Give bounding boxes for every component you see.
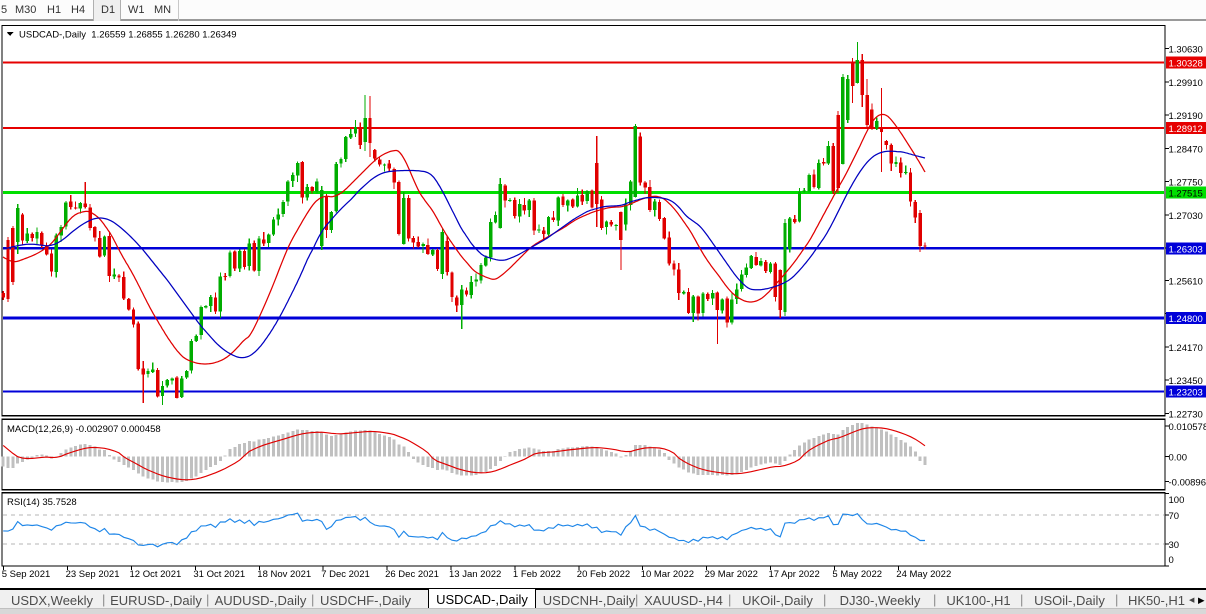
svg-text:12 Oct 2021: 12 Oct 2021: [130, 569, 182, 580]
svg-text:13 Jan 2022: 13 Jan 2022: [449, 569, 501, 580]
svg-text:17 Apr 2022: 17 Apr 2022: [769, 569, 820, 580]
svg-text:1.28912: 1.28912: [1169, 124, 1203, 135]
svg-text:5 May 2022: 5 May 2022: [832, 569, 882, 580]
svg-text:1.24170: 1.24170: [1169, 343, 1203, 354]
svg-text:1.27750: 1.27750: [1169, 178, 1203, 189]
svg-text:1.28470: 1.28470: [1169, 144, 1203, 155]
svg-text:30: 30: [1169, 540, 1180, 551]
svg-text:0.00: 0.00: [1169, 452, 1188, 463]
svg-text:18 Nov 2021: 18 Nov 2021: [257, 569, 311, 580]
svg-text:24 May 2022: 24 May 2022: [896, 569, 951, 580]
svg-text:0: 0: [1169, 555, 1174, 566]
svg-text:20 Feb 2022: 20 Feb 2022: [577, 569, 630, 580]
svg-text:1.27030: 1.27030: [1169, 211, 1203, 222]
svg-text:1.25610: 1.25610: [1169, 276, 1203, 287]
svg-text:1.27515: 1.27515: [1169, 188, 1203, 199]
svg-text:31 Oct 2021: 31 Oct 2021: [193, 569, 245, 580]
svg-text:26 Dec 2021: 26 Dec 2021: [385, 569, 439, 580]
svg-text:RSI(14) 35.7528: RSI(14) 35.7528: [7, 497, 77, 508]
svg-text:29 Mar 2022: 29 Mar 2022: [705, 569, 758, 580]
svg-text:70: 70: [1169, 511, 1180, 522]
svg-text:-0.00896: -0.00896: [1169, 478, 1206, 489]
svg-text:1.26303: 1.26303: [1169, 244, 1203, 255]
svg-text:0.010578: 0.010578: [1169, 422, 1206, 433]
svg-text:MACD(12,26,9) -0.002907 0.0004: MACD(12,26,9) -0.002907 0.000458: [7, 424, 161, 435]
svg-text:1.22730: 1.22730: [1169, 409, 1203, 420]
svg-text:10 Mar 2022: 10 Mar 2022: [641, 569, 694, 580]
svg-text:1.23203: 1.23203: [1169, 388, 1203, 399]
svg-text:1.30630: 1.30630: [1169, 45, 1203, 56]
svg-text:7 Dec 2021: 7 Dec 2021: [321, 569, 370, 580]
svg-text:1 Feb 2022: 1 Feb 2022: [513, 569, 561, 580]
svg-text:1.30328: 1.30328: [1169, 59, 1203, 70]
svg-text:USDCAD-,Daily 1.26559 1.26855: USDCAD-,Daily 1.26559 1.26855 1.26280 1.…: [19, 30, 237, 41]
svg-text:23 Sep 2021: 23 Sep 2021: [66, 569, 120, 580]
svg-text:1.29910: 1.29910: [1169, 78, 1203, 89]
svg-text:100: 100: [1169, 495, 1185, 506]
svg-text:1.23450: 1.23450: [1169, 376, 1203, 387]
svg-text:1.24800: 1.24800: [1169, 314, 1203, 325]
svg-text:5 Sep 2021: 5 Sep 2021: [2, 569, 51, 580]
svg-text:1.29190: 1.29190: [1169, 111, 1203, 122]
